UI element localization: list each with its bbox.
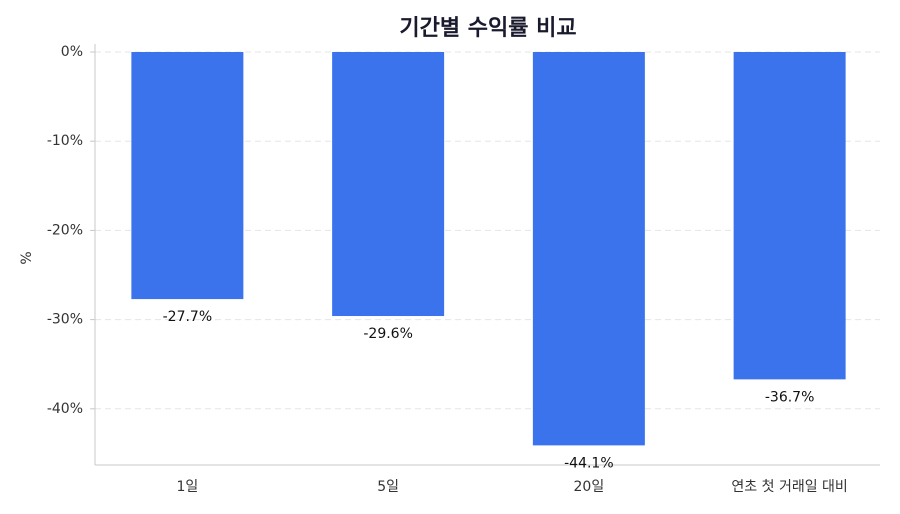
bar [131, 52, 244, 300]
x-tick-label: 1일 [176, 479, 198, 495]
y-axis-label: % [19, 251, 35, 264]
x-tick-label: 연초 첫 거래일 대비 [731, 479, 847, 495]
x-tick-label: 5일 [377, 479, 399, 495]
value-label: -44.1% [564, 455, 614, 471]
value-label: -36.7% [765, 389, 815, 405]
x-tick-label: 20일 [574, 479, 605, 495]
y-tick-label: 0% [61, 44, 83, 60]
bar [332, 52, 445, 317]
chart-title: 기간별 수익률 비교 [399, 16, 576, 41]
y-tick-label: -20% [47, 222, 83, 238]
y-tick-label: -30% [47, 312, 83, 328]
bar [733, 52, 846, 380]
y-tick-label: -10% [47, 133, 83, 149]
y-tick-label: -40% [47, 401, 83, 417]
value-label: -27.7% [163, 309, 213, 325]
bar [532, 52, 645, 446]
value-label: -29.6% [363, 326, 413, 342]
